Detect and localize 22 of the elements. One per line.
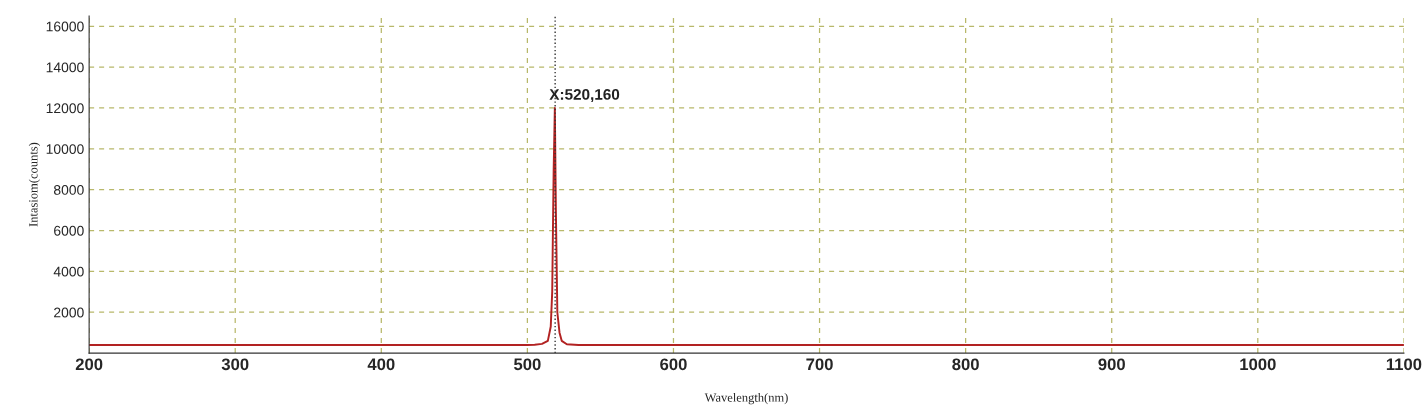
- x-tick-label: 600: [660, 358, 687, 371]
- y-tick-label: 4000: [53, 266, 84, 277]
- x-tick-label: 400: [367, 358, 395, 371]
- x-tick-label: 500: [513, 358, 541, 371]
- y-tick-label: 2000: [54, 307, 84, 318]
- x-tick-label: 700: [806, 358, 833, 371]
- annotation: X:520,160: [549, 88, 620, 103]
- x-tick-label: 1100: [1386, 358, 1422, 371]
- y-tick-label: 6000: [54, 225, 84, 236]
- y-tick-label: 14000: [46, 62, 84, 73]
- x-tick-label: 200: [75, 358, 103, 371]
- x-tick-label: 300: [221, 358, 249, 371]
- y-axis-title: Intasiom(counts): [28, 142, 41, 227]
- y-tick-label: 12000: [46, 103, 84, 114]
- x-axis-title: Wavelength(nm): [704, 392, 788, 405]
- x-tick-label: 800: [952, 358, 979, 371]
- y-tick-label: 16000: [46, 21, 84, 32]
- y-tick-label: 10000: [46, 144, 84, 154]
- line-series: [89, 107, 1404, 346]
- x-tick-label: 1000: [1240, 358, 1276, 371]
- x-tick-label: 900: [1098, 358, 1125, 371]
- y-tick-label: 8000: [53, 185, 84, 195]
